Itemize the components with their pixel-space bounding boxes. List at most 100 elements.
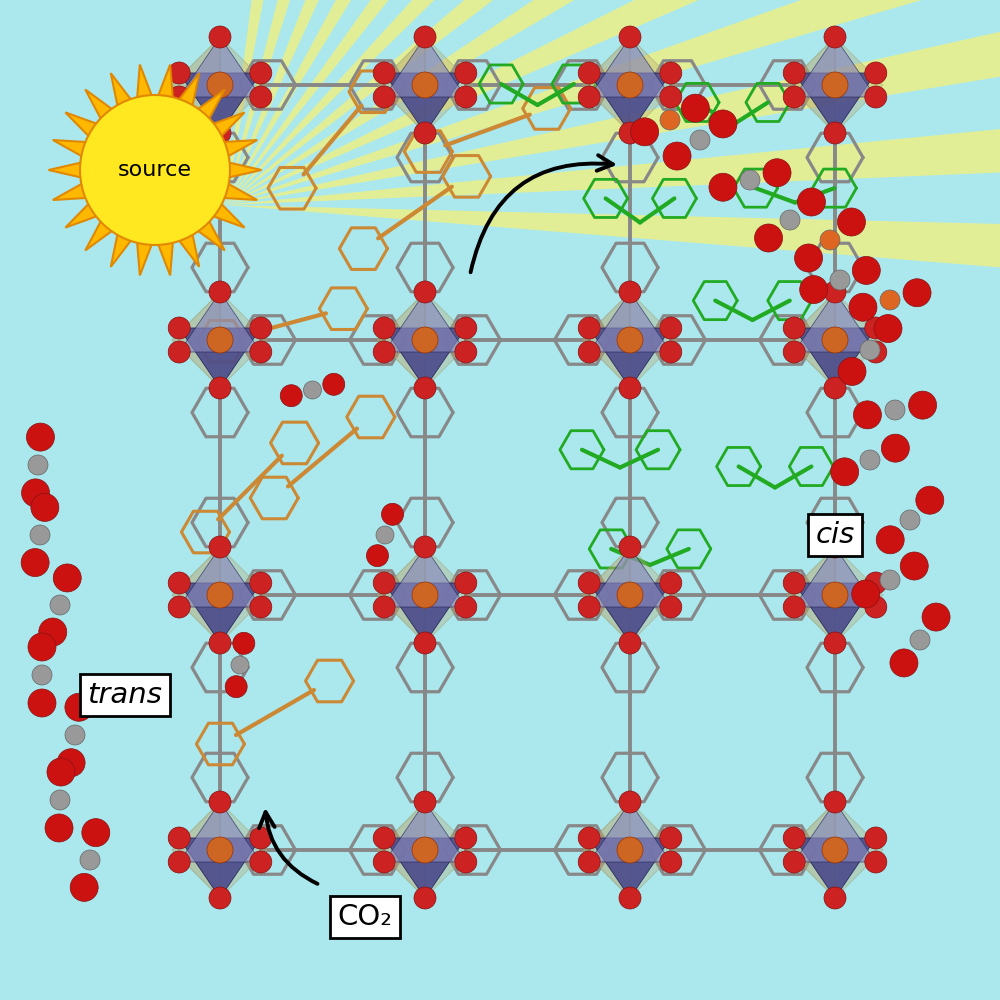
Circle shape: [225, 676, 247, 698]
Circle shape: [412, 327, 438, 353]
Circle shape: [168, 341, 190, 363]
Circle shape: [900, 552, 928, 580]
Polygon shape: [630, 547, 678, 643]
Circle shape: [168, 572, 190, 594]
Circle shape: [250, 827, 272, 849]
Circle shape: [168, 62, 190, 84]
Text: source: source: [118, 160, 192, 180]
Circle shape: [631, 118, 659, 146]
Circle shape: [619, 281, 641, 303]
Polygon shape: [589, 73, 671, 133]
Circle shape: [578, 62, 600, 84]
Circle shape: [820, 230, 840, 250]
Polygon shape: [794, 37, 876, 97]
Circle shape: [250, 62, 272, 84]
Circle shape: [852, 256, 880, 284]
Circle shape: [660, 827, 682, 849]
Polygon shape: [630, 802, 678, 898]
Circle shape: [209, 26, 231, 48]
Circle shape: [168, 317, 190, 339]
Circle shape: [207, 327, 233, 353]
Polygon shape: [384, 292, 466, 352]
Polygon shape: [384, 37, 466, 97]
Circle shape: [660, 572, 682, 594]
Polygon shape: [582, 547, 630, 643]
Circle shape: [837, 208, 865, 236]
Circle shape: [209, 887, 231, 909]
Circle shape: [22, 479, 50, 507]
Circle shape: [207, 837, 233, 863]
Circle shape: [822, 837, 848, 863]
Circle shape: [824, 26, 846, 48]
Circle shape: [70, 873, 98, 901]
Polygon shape: [377, 37, 425, 133]
Circle shape: [822, 72, 848, 98]
Polygon shape: [225, 0, 1000, 205]
Circle shape: [455, 851, 477, 873]
Circle shape: [80, 95, 230, 245]
Circle shape: [50, 790, 70, 810]
Circle shape: [578, 851, 600, 873]
Circle shape: [373, 851, 395, 873]
Circle shape: [900, 510, 920, 530]
Circle shape: [80, 850, 100, 870]
Circle shape: [578, 827, 600, 849]
Polygon shape: [377, 292, 425, 388]
Circle shape: [885, 400, 905, 420]
Circle shape: [783, 86, 805, 108]
Circle shape: [168, 827, 190, 849]
Polygon shape: [835, 547, 883, 643]
Circle shape: [822, 582, 848, 608]
Circle shape: [619, 632, 641, 654]
Circle shape: [617, 72, 643, 98]
Circle shape: [783, 827, 805, 849]
Polygon shape: [384, 73, 466, 133]
Circle shape: [619, 791, 641, 813]
Circle shape: [578, 572, 600, 594]
Circle shape: [168, 851, 190, 873]
Circle shape: [824, 887, 846, 909]
Polygon shape: [179, 583, 261, 643]
Polygon shape: [835, 292, 883, 388]
Polygon shape: [787, 37, 835, 133]
Polygon shape: [835, 802, 883, 898]
Circle shape: [865, 827, 887, 849]
Circle shape: [47, 758, 75, 786]
Circle shape: [323, 373, 345, 395]
Circle shape: [865, 851, 887, 873]
Circle shape: [660, 86, 682, 108]
Circle shape: [660, 317, 682, 339]
Circle shape: [30, 525, 50, 545]
Circle shape: [28, 633, 56, 661]
Circle shape: [57, 749, 85, 777]
Polygon shape: [794, 328, 876, 388]
Circle shape: [28, 689, 56, 717]
Polygon shape: [225, 0, 464, 205]
Circle shape: [28, 455, 48, 475]
Circle shape: [860, 340, 880, 360]
Circle shape: [455, 86, 477, 108]
Circle shape: [65, 693, 93, 721]
Circle shape: [860, 450, 880, 470]
Text: cis: cis: [815, 521, 855, 549]
Polygon shape: [794, 802, 876, 862]
Circle shape: [578, 341, 600, 363]
Circle shape: [795, 244, 823, 272]
Polygon shape: [220, 547, 268, 643]
Circle shape: [909, 391, 937, 419]
Polygon shape: [179, 547, 261, 607]
Circle shape: [414, 122, 436, 144]
Circle shape: [209, 632, 231, 654]
Circle shape: [280, 385, 302, 407]
Circle shape: [209, 377, 231, 399]
Circle shape: [455, 596, 477, 618]
Circle shape: [800, 276, 828, 304]
Polygon shape: [787, 547, 835, 643]
Polygon shape: [835, 37, 883, 133]
Circle shape: [619, 26, 641, 48]
Polygon shape: [582, 292, 630, 388]
Polygon shape: [225, 0, 906, 205]
Polygon shape: [225, 78, 1000, 205]
Circle shape: [414, 632, 436, 654]
Circle shape: [865, 62, 887, 84]
